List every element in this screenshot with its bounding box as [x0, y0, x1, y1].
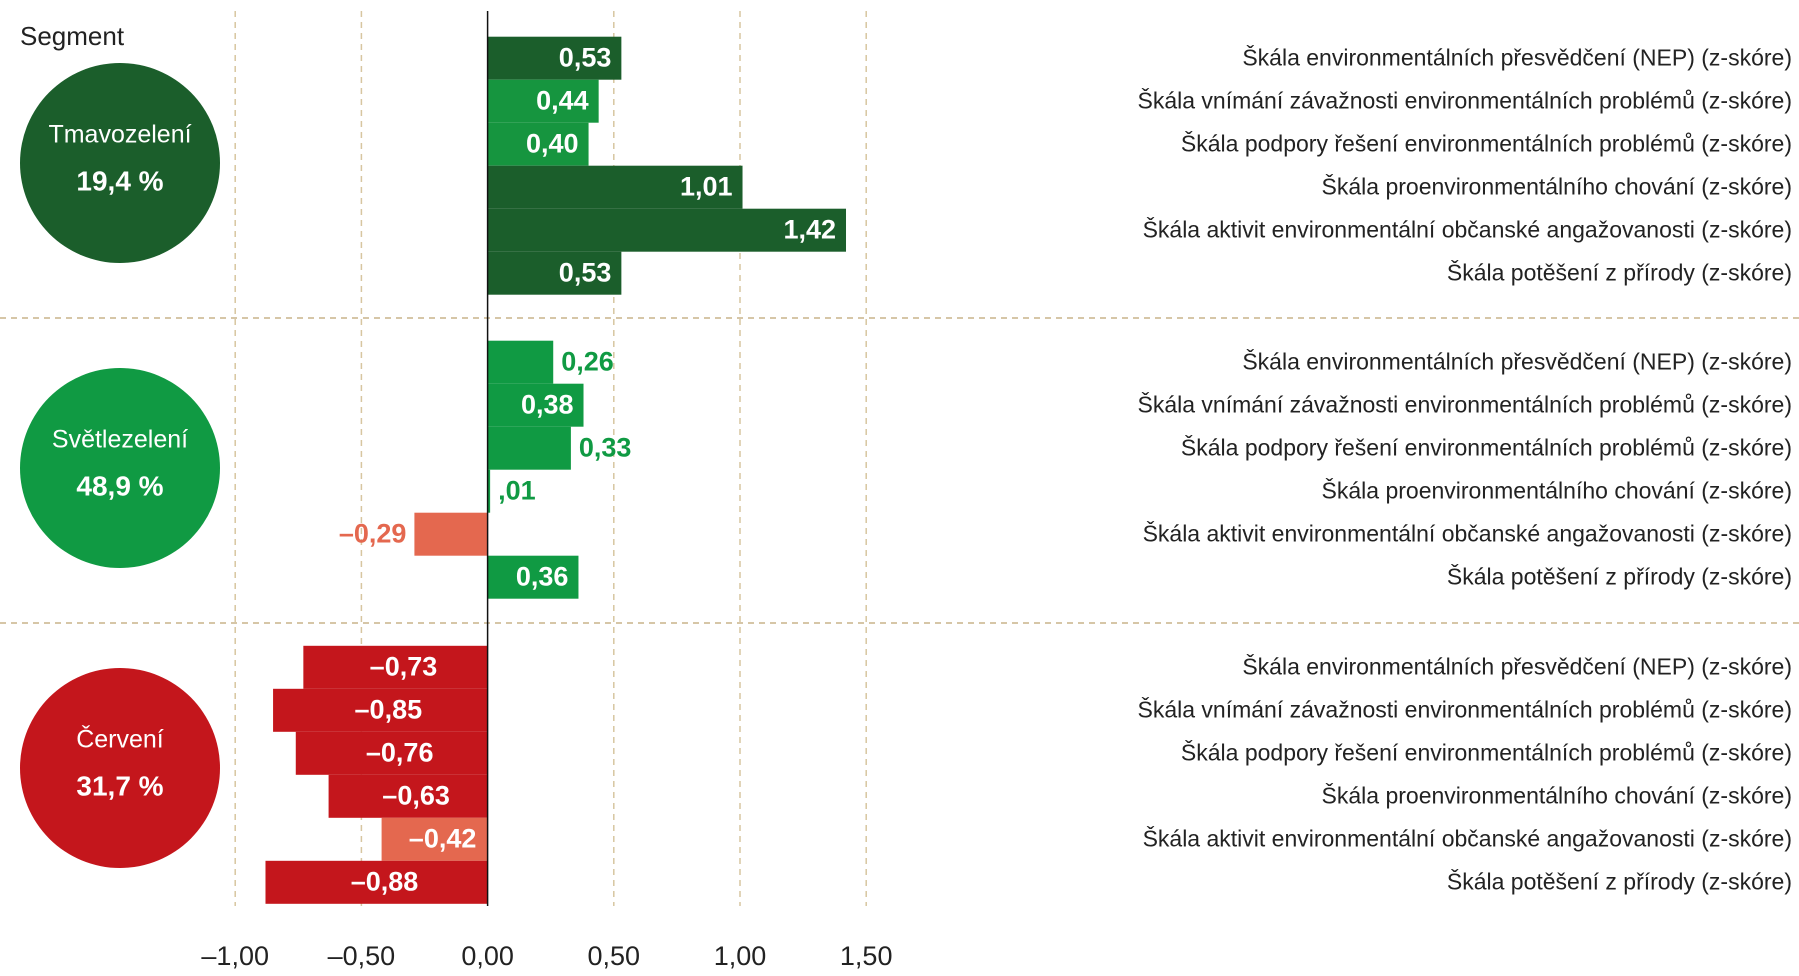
category-label: Škála vnímání závažnosti environmentální…: [1137, 390, 1792, 417]
value-label: 0,33: [579, 432, 632, 462]
value-label: 0,26: [561, 346, 614, 376]
value-label: –0,85: [355, 694, 423, 724]
bar: [328, 774, 488, 818]
value-label: –0,29: [339, 518, 407, 548]
value-label: ,01: [498, 475, 536, 505]
category-label: Škála environmentálních přesvědčení (NEP…: [1242, 43, 1792, 70]
value-label: –0,73: [370, 651, 438, 681]
segment-name: Světlezelení: [52, 426, 188, 454]
bar: [487, 383, 584, 427]
bar: [487, 165, 743, 209]
category-label: Škála aktivit environmentální občanské a…: [1143, 215, 1792, 242]
value-label: –0,42: [409, 823, 477, 853]
bar: [487, 122, 589, 166]
category-label: Škála potěšení z přírody (z-skóre): [1447, 867, 1792, 894]
category-label: Škála podpory řešení environmentálních p…: [1181, 433, 1792, 460]
bar: [414, 512, 488, 556]
category-label: Škála aktivit environmentální občanské a…: [1143, 519, 1792, 546]
bar: [487, 36, 622, 80]
category-label: Škála potěšení z přírody (z-skóre): [1447, 258, 1792, 285]
value-label: 0,40: [526, 128, 579, 158]
category-label: Škála vnímání závažnosti environmentální…: [1137, 695, 1792, 722]
bar: [487, 469, 491, 513]
x-tick-label: 0,00: [461, 941, 514, 971]
x-tick-label: –1,00: [201, 941, 269, 971]
bar: [487, 208, 847, 252]
value-label: –0,63: [382, 780, 450, 810]
bar: [273, 688, 488, 732]
bar: [265, 860, 488, 904]
category-label: Škála environmentálních přesvědčení (NEP…: [1242, 347, 1792, 374]
category-label: Škála environmentálních přesvědčení (NEP…: [1242, 652, 1792, 679]
value-label: 1,01: [680, 171, 733, 201]
bar: [487, 251, 622, 295]
bar: [295, 731, 488, 775]
segment-share: 19,4 %: [76, 165, 163, 196]
legend-title: Segment: [20, 21, 125, 51]
x-tick-label: 0,50: [588, 941, 641, 971]
segment-share: 48,9 %: [76, 470, 163, 501]
category-label: Škála proenvironmentálního chování (z-sk…: [1322, 781, 1792, 808]
bar: [487, 79, 599, 123]
bar: [487, 340, 554, 384]
segment-circle: [20, 368, 220, 568]
value-label: 0,36: [516, 561, 569, 591]
segment-circle: [20, 63, 220, 263]
bar: [487, 426, 571, 470]
category-label: Škála podpory řešení environmentálních p…: [1181, 129, 1792, 156]
category-label: Škála proenvironmentálního chování (z-sk…: [1322, 172, 1792, 199]
value-label: 1,42: [783, 214, 836, 244]
segment-name: Tmavozelení: [48, 121, 191, 149]
value-label: 0,53: [559, 257, 612, 287]
bar: [303, 645, 488, 689]
category-label: Škála aktivit environmentální občanské a…: [1143, 824, 1792, 851]
value-label: –0,88: [351, 866, 419, 896]
bar: [381, 817, 488, 861]
category-label: Škála proenvironmentálního chování (z-sk…: [1322, 476, 1792, 503]
value-label: 0,53: [559, 42, 612, 72]
value-label: 0,44: [536, 85, 589, 115]
segment-name: Červení: [76, 725, 164, 754]
x-tick-label: 1,50: [840, 941, 893, 971]
bar: [487, 555, 579, 599]
category-label: Škála podpory řešení environmentálních p…: [1181, 738, 1792, 765]
value-label: 0,38: [521, 389, 574, 419]
category-label: Škála potěšení z přírody (z-skóre): [1447, 562, 1792, 589]
segment-circle: [20, 668, 220, 868]
category-label: Škála vnímání závažnosti environmentální…: [1137, 86, 1792, 113]
x-tick-label: 1,00: [714, 941, 767, 971]
value-label: –0,76: [366, 737, 434, 767]
segment-share: 31,7 %: [76, 770, 163, 801]
x-tick-label: –0,50: [328, 941, 396, 971]
